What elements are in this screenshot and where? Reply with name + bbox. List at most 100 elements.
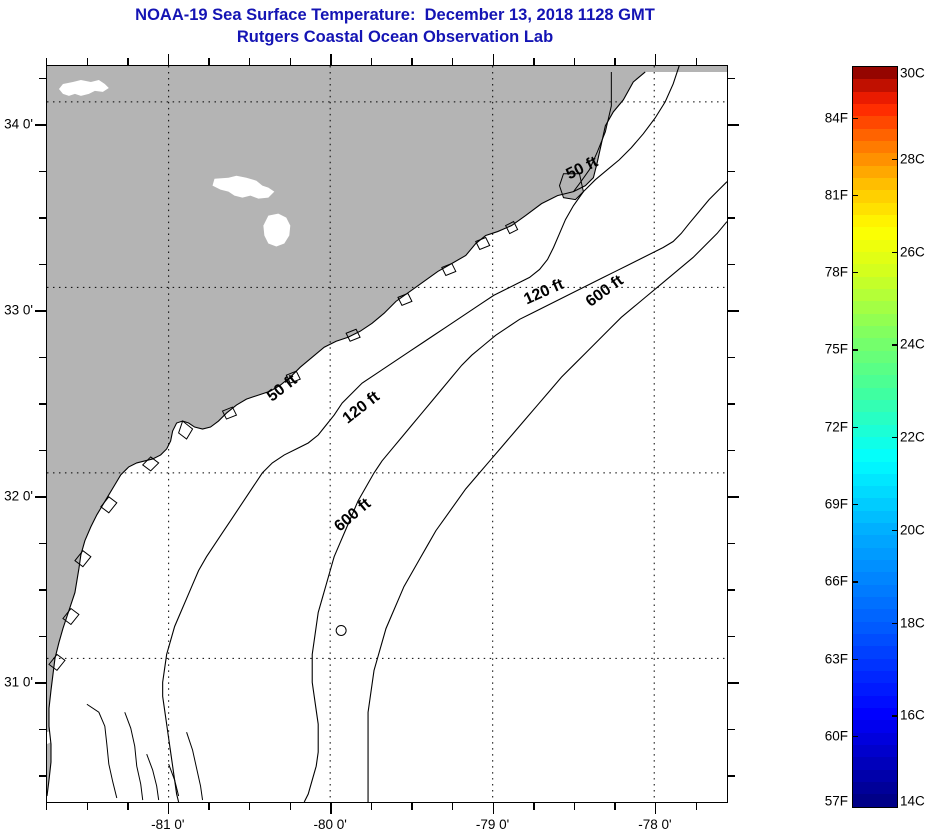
map-plot-area[interactable]: 50 ft 50 ft 120 ft 120 ft 600 ft 600 ft bbox=[46, 65, 728, 803]
y-tick-right bbox=[728, 124, 739, 126]
y-tick bbox=[39, 449, 46, 452]
colorbar-band bbox=[853, 461, 897, 474]
lake-marion bbox=[212, 175, 275, 199]
colorbar-band bbox=[853, 301, 897, 314]
x-tick bbox=[330, 803, 332, 814]
y-tick-right bbox=[728, 263, 735, 266]
title-line-2: Rutgers Coastal Ocean Observation Lab bbox=[236, 28, 554, 46]
y-tick bbox=[39, 635, 46, 638]
coastal-detail-capefear bbox=[558, 173, 584, 201]
colorbar-label-c: 30C bbox=[900, 65, 925, 81]
x-tick-top bbox=[289, 58, 291, 65]
colorbar-band bbox=[853, 214, 897, 228]
x-tick-top bbox=[654, 54, 657, 65]
colorbar-band bbox=[853, 338, 897, 351]
colorbar[interactable] bbox=[852, 66, 898, 808]
colorbar-band bbox=[853, 720, 897, 733]
colorbar-band bbox=[853, 510, 897, 524]
y-tick-right bbox=[728, 403, 735, 405]
x-tick bbox=[289, 803, 291, 810]
colorbar-tick-f bbox=[852, 735, 858, 738]
colorbar-label-f: 57F bbox=[824, 793, 848, 809]
colorbar-band bbox=[853, 239, 897, 252]
coastal-detail-inlets bbox=[48, 220, 519, 672]
colorbar-label-f: 66F bbox=[824, 573, 848, 589]
colorbar-tick-f bbox=[852, 272, 858, 274]
x-tick bbox=[654, 803, 657, 814]
colorbar-band bbox=[853, 757, 897, 770]
colorbar-tick-f bbox=[852, 349, 858, 351]
colorbar-band bbox=[853, 165, 897, 178]
x-tick-top bbox=[370, 58, 373, 65]
x-tick-top bbox=[330, 54, 332, 65]
y-tick bbox=[39, 403, 46, 405]
colorbar-label-f: 78F bbox=[824, 264, 848, 280]
colorbar-label-f: 60F bbox=[824, 728, 848, 744]
colorbar-band bbox=[853, 387, 897, 400]
x-tick-top bbox=[127, 58, 129, 65]
y-tick-right bbox=[728, 682, 739, 684]
colorbar-band bbox=[853, 535, 897, 548]
colorbar-band bbox=[853, 350, 897, 363]
colorbar-band bbox=[853, 732, 897, 746]
y-tick-right bbox=[728, 635, 735, 638]
colorbar-band bbox=[853, 202, 897, 215]
x-axis-label: -79 0' bbox=[475, 817, 510, 832]
contour-600ft bbox=[367, 221, 727, 802]
x-tick bbox=[46, 803, 48, 810]
contour-50ft bbox=[162, 66, 680, 802]
y-axis-label: 33 0' bbox=[4, 302, 33, 318]
x-tick bbox=[127, 803, 129, 810]
colorbar-band bbox=[853, 412, 897, 425]
colorbar-label-c: 16C bbox=[900, 707, 925, 723]
x-tick-top bbox=[533, 58, 535, 65]
colorbar-band bbox=[853, 671, 897, 684]
colorbar-label-c: 18C bbox=[900, 615, 925, 630]
x-tick-top bbox=[492, 54, 494, 65]
colorbar-band bbox=[853, 128, 897, 141]
colorbar-gradient bbox=[852, 66, 898, 808]
colorbar-band bbox=[853, 523, 897, 536]
y-tick-right bbox=[728, 496, 739, 498]
coastline bbox=[47, 71, 646, 797]
colorbar-label-c: 26C bbox=[900, 244, 925, 259]
colorbar-band bbox=[853, 436, 897, 450]
colorbar-label-c: 22C bbox=[900, 429, 925, 445]
x-tick bbox=[411, 803, 413, 810]
colorbar-band bbox=[853, 424, 897, 437]
y-tick bbox=[39, 589, 46, 591]
colorbar-band bbox=[853, 572, 897, 585]
colorbar-tick-f bbox=[852, 658, 858, 660]
colorbar-band bbox=[853, 695, 897, 709]
y-tick-right bbox=[728, 356, 735, 359]
x-tick bbox=[695, 803, 697, 810]
y-axis-label: 32 0' bbox=[4, 488, 33, 504]
x-tick bbox=[167, 803, 170, 814]
y-tick bbox=[35, 124, 46, 126]
x-tick bbox=[573, 803, 576, 810]
colorbar-band bbox=[853, 288, 897, 302]
colorbar-band bbox=[853, 399, 897, 413]
colorbar-band bbox=[853, 745, 897, 758]
contour-120ft bbox=[303, 181, 727, 802]
x-tick-top bbox=[695, 58, 697, 65]
y-tick bbox=[39, 356, 46, 359]
colorbar-band bbox=[853, 67, 897, 80]
y-tick-right bbox=[728, 589, 735, 591]
colorbar-tick-c bbox=[892, 158, 898, 161]
title-line-1: NOAA-19 Sea Surface Temperature: Decembe… bbox=[135, 6, 655, 24]
y-axis-label: 31 0' bbox=[4, 674, 33, 690]
lake-moultrie bbox=[263, 213, 291, 247]
x-tick bbox=[614, 803, 616, 810]
colorbar-band bbox=[853, 646, 897, 659]
colorbar-band bbox=[853, 375, 897, 388]
colorbar-band bbox=[853, 103, 897, 117]
colorbar-band bbox=[853, 227, 897, 240]
y-tick bbox=[39, 170, 46, 173]
colorbar-band bbox=[853, 449, 897, 462]
x-tick bbox=[248, 803, 251, 810]
colorbar-band bbox=[853, 658, 897, 672]
colorbar-tick-f bbox=[852, 581, 858, 583]
colorbar-tick-c bbox=[892, 622, 898, 624]
page-title: NOAA-19 Sea Surface Temperature: Decembe… bbox=[0, 4, 790, 48]
